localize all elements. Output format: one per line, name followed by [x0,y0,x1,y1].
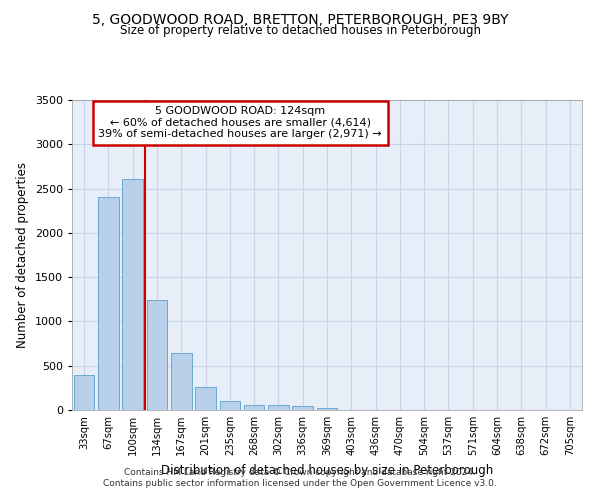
Text: Contains HM Land Registry data © Crown copyright and database right 2024.
Contai: Contains HM Land Registry data © Crown c… [103,468,497,487]
Bar [74,376,94,410]
Text: Size of property relative to detached houses in Peterborough: Size of property relative to detached ho… [119,24,481,37]
Bar [292,406,313,410]
Bar [171,354,191,410]
X-axis label: Distribution of detached houses by size in Peterborough: Distribution of detached houses by size … [161,464,493,476]
Y-axis label: Number of detached properties: Number of detached properties [16,162,29,348]
Text: 5 GOODWOOD ROAD: 124sqm
← 60% of detached houses are smaller (4,614)
39% of semi: 5 GOODWOOD ROAD: 124sqm ← 60% of detache… [98,106,382,140]
Bar [220,401,240,410]
Bar [244,404,265,410]
Bar [268,405,289,410]
Bar [195,387,216,410]
Bar [98,198,119,410]
Bar [146,300,167,410]
Bar [122,179,143,410]
Bar [317,408,337,410]
Text: 5, GOODWOOD ROAD, BRETTON, PETERBOROUGH, PE3 9BY: 5, GOODWOOD ROAD, BRETTON, PETERBOROUGH,… [92,12,508,26]
